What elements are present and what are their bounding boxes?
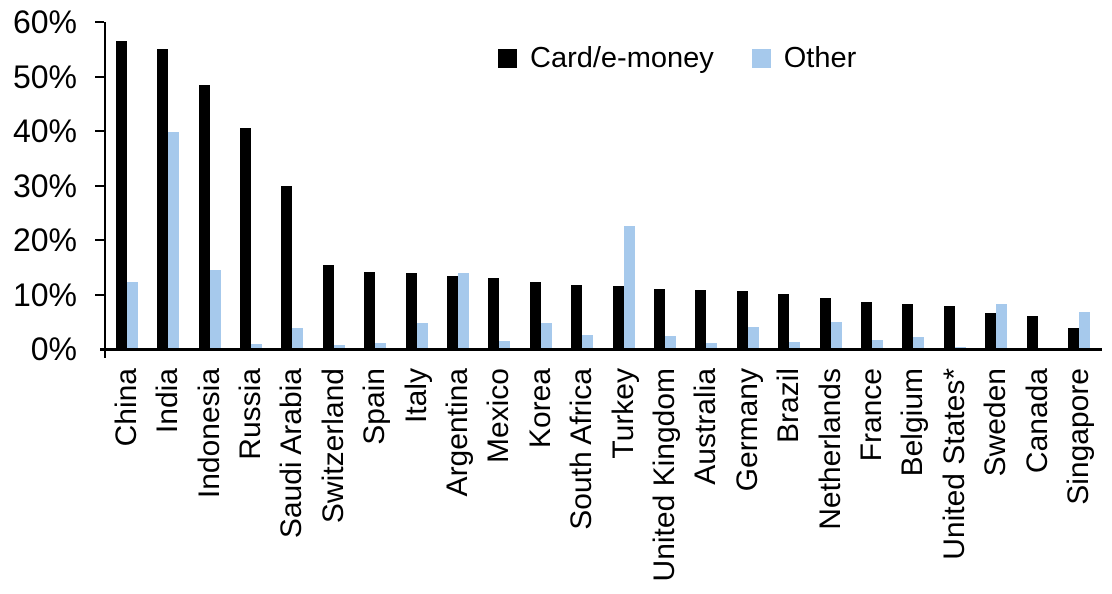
- bar-card-e-money: [1067, 327, 1079, 349]
- bar-card-e-money: [364, 272, 376, 349]
- x-axis-label: Canada: [1020, 368, 1054, 474]
- x-axis-label: Switzerland: [316, 368, 350, 524]
- bar-other: [623, 225, 635, 349]
- bar-card-e-money: [239, 127, 251, 349]
- bar-card-e-money: [819, 298, 831, 349]
- legend-item-other: Other: [751, 41, 857, 75]
- y-axis-tick-label: 40%: [12, 113, 77, 149]
- bar-card-e-money: [860, 301, 872, 349]
- x-axis-label: Mexico: [482, 368, 516, 464]
- bar-other: [747, 327, 759, 349]
- other-swatch-icon: [751, 48, 771, 68]
- x-axis-line: [100, 348, 1102, 351]
- y-axis-tick: [95, 75, 104, 78]
- y-axis-tick: [95, 130, 104, 132]
- bar-card-e-money: [695, 290, 707, 349]
- bar-other: [830, 322, 842, 349]
- bar-other: [292, 327, 304, 349]
- bar-card-e-money: [115, 41, 127, 349]
- legend-label-other: Other: [783, 41, 857, 74]
- bar-other: [209, 269, 221, 349]
- y-axis-tick: [95, 21, 104, 23]
- bar-card-e-money: [281, 186, 293, 349]
- y-axis-tick-label: 50%: [12, 58, 77, 95]
- bar-other: [1078, 312, 1090, 349]
- bar-other: [789, 342, 801, 349]
- bar-other: [996, 304, 1008, 349]
- bar-card-e-money: [778, 293, 790, 349]
- y-axis-line: [104, 22, 106, 358]
- y-axis-tick-label: 20%: [12, 222, 77, 258]
- bar-card-e-money: [446, 275, 458, 349]
- x-axis-label: Spain: [358, 368, 392, 445]
- bar-card-e-money: [943, 305, 955, 349]
- x-axis-label: France: [854, 368, 888, 462]
- x-axis-label: United Kingdom: [647, 368, 681, 582]
- bar-card-e-money: [322, 264, 334, 349]
- bar-card-e-money: [736, 291, 748, 349]
- x-axis-label: Saudi Arabia: [275, 368, 309, 539]
- bar-other: [664, 335, 676, 349]
- x-axis-label: Turkey: [606, 368, 640, 459]
- bar-card-e-money: [612, 285, 624, 349]
- x-axis-label: United States*: [937, 368, 971, 560]
- bar-card-e-money: [488, 278, 500, 349]
- legend-label-card-e-money: Card/e-money: [530, 41, 714, 74]
- bar-card-e-money: [653, 288, 665, 349]
- bar-card-e-money: [571, 284, 583, 349]
- bar-other: [582, 335, 594, 349]
- bar-other: [457, 273, 469, 349]
- y-axis-tick: [95, 293, 104, 296]
- x-axis-label: China: [109, 368, 143, 447]
- bar-card-e-money: [529, 281, 541, 349]
- bar-other: [168, 132, 180, 349]
- x-axis-label: Italy: [399, 368, 433, 424]
- bar-other: [126, 281, 138, 349]
- legend: Card/e-money Other: [498, 40, 856, 76]
- x-axis-label: Indonesia: [192, 368, 226, 499]
- x-axis-label: Australia: [689, 368, 723, 485]
- bar-card-e-money: [157, 49, 169, 349]
- x-axis-label: Sweden: [979, 368, 1013, 477]
- y-axis-tick-label: 10%: [12, 276, 77, 313]
- bar-other: [540, 323, 552, 349]
- y-axis-tick-label: 60%: [12, 4, 77, 40]
- bar-card-e-money: [1026, 316, 1038, 349]
- x-axis-label: Singapore: [1061, 368, 1095, 505]
- legend-item-card-e-money: Card/e-money: [498, 42, 714, 75]
- bar-other: [250, 343, 262, 349]
- x-axis-label: Korea: [523, 368, 557, 449]
- x-axis-label: Brazil: [772, 368, 806, 444]
- y-axis-tick-label: 30%: [12, 167, 77, 204]
- bar-other: [913, 337, 925, 349]
- x-axis-label: Netherlands: [813, 368, 847, 530]
- y-axis-tick: [95, 184, 104, 187]
- x-axis-label: South Africa: [565, 368, 599, 530]
- x-axis-label: Belgium: [896, 368, 930, 477]
- bar-other: [416, 323, 428, 349]
- bar-card-e-money: [985, 313, 997, 349]
- bar-other: [333, 344, 345, 349]
- y-axis-tick-label: 0%: [30, 331, 77, 367]
- x-axis-label: Russia: [233, 368, 267, 460]
- bar-card-e-money: [198, 85, 210, 349]
- bar-card-e-money: [902, 304, 914, 349]
- bar-other: [499, 341, 511, 349]
- y-axis-tick: [95, 239, 104, 241]
- bar-card-e-money: [405, 272, 417, 349]
- bar-other: [706, 343, 718, 349]
- bar-other: [871, 340, 883, 349]
- x-axis-label: Argentina: [440, 368, 474, 497]
- x-axis-label: Germany: [730, 368, 764, 492]
- card-e-money-swatch-icon: [498, 48, 517, 68]
- x-axis-label: India: [151, 368, 185, 434]
- bar-other: [375, 343, 387, 349]
